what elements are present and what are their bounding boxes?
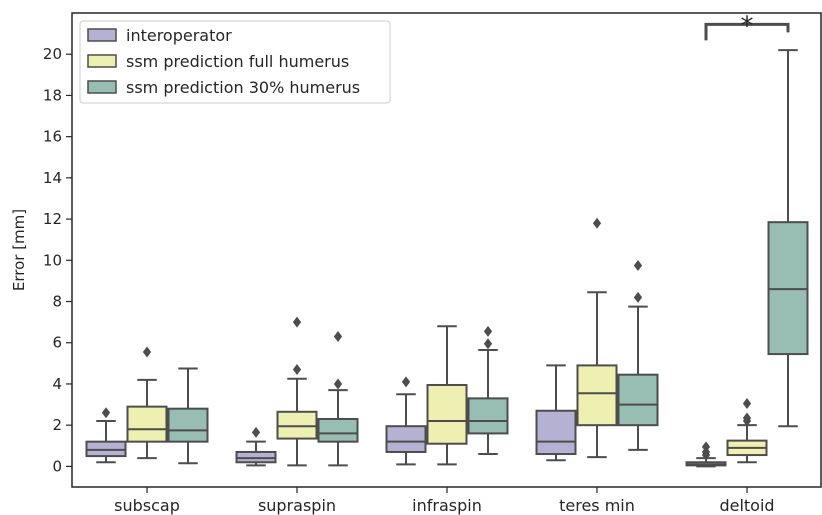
outlier-point bbox=[633, 259, 643, 271]
outlier-point bbox=[483, 325, 493, 337]
outlier-point bbox=[292, 364, 302, 376]
outlier-point bbox=[633, 291, 643, 303]
box-ssm-prediction-full-humerus-supraspin bbox=[276, 316, 318, 467]
x-tick-label: teres min bbox=[559, 496, 635, 515]
y-tick-label: 20 bbox=[43, 45, 62, 63]
box-ssm-prediction-full-humerus-deltoid bbox=[726, 398, 768, 464]
box-iqr bbox=[126, 405, 168, 443]
box-iqr bbox=[467, 397, 509, 435]
box-interoperator-teres-min bbox=[535, 364, 577, 462]
y-tick-label: 18 bbox=[43, 86, 62, 104]
boxes bbox=[85, 49, 809, 468]
box-ssm-prediction-30-humerus-infraspin bbox=[467, 325, 509, 456]
legend-swatch-ssm-full bbox=[87, 54, 117, 68]
box-interoperator-deltoid bbox=[685, 441, 727, 468]
box-iqr bbox=[426, 383, 468, 445]
outlier-point bbox=[251, 426, 261, 438]
box-interoperator-supraspin bbox=[235, 426, 277, 467]
box-ssm-prediction-full-humerus-subscap bbox=[126, 346, 168, 460]
outlier-point bbox=[101, 407, 111, 419]
y-tick-label: 10 bbox=[43, 251, 62, 269]
box-iqr bbox=[276, 410, 318, 440]
box-iqr bbox=[617, 373, 659, 427]
legend-label-ssm-full: ssm prediction full humerus bbox=[126, 52, 349, 71]
x-tick-label: supraspin bbox=[258, 496, 336, 515]
x-axis: subscap supraspin infraspin teres min deltoi… bbox=[114, 487, 775, 515]
legend: interoperator ssm prediction full humeru… bbox=[79, 20, 391, 104]
box-ssm-prediction-30-humerus-deltoid bbox=[767, 49, 809, 428]
box-iqr bbox=[235, 450, 277, 464]
box-iqr bbox=[385, 425, 427, 453]
box-ssm-prediction-30-humerus-teres-min bbox=[617, 259, 659, 451]
y-tick-label: 2 bbox=[52, 416, 62, 434]
outlier-point bbox=[701, 441, 711, 453]
outlier-point bbox=[401, 376, 411, 388]
annotations: * bbox=[704, 11, 790, 41]
outlier-point bbox=[292, 316, 302, 328]
outlier-point bbox=[592, 217, 602, 229]
box-ssm-prediction-full-humerus-teres-min bbox=[576, 217, 618, 459]
x-tick-label: infraspin bbox=[412, 496, 482, 515]
box-interoperator-infraspin bbox=[385, 376, 427, 466]
x-tick-label: subscap bbox=[114, 496, 180, 515]
box-iqr bbox=[85, 440, 127, 458]
box-iqr bbox=[535, 409, 577, 456]
box-iqr bbox=[576, 364, 618, 427]
legend-swatch-interoperator bbox=[87, 28, 117, 42]
outlier-point bbox=[742, 412, 752, 424]
box-iqr bbox=[767, 221, 809, 356]
outlier-point bbox=[742, 398, 752, 410]
legend-frame bbox=[79, 20, 391, 104]
outlier-point bbox=[142, 346, 152, 358]
y-tick-label: 12 bbox=[43, 210, 62, 228]
y-tick-label: 14 bbox=[43, 169, 62, 187]
outlier-point bbox=[483, 338, 493, 350]
x-tick-label: deltoid bbox=[719, 496, 774, 515]
y-axis: 0 2 4 6 8 10 12 14 16 18 20 bbox=[43, 45, 72, 475]
box-iqr bbox=[167, 407, 209, 443]
legend-label-ssm-30: ssm prediction 30% humerus bbox=[126, 78, 360, 97]
y-axis-title: Error [mm] bbox=[10, 209, 28, 291]
box-ssm-prediction-full-humerus-infraspin bbox=[426, 325, 468, 466]
box-ssm-prediction-30-humerus-subscap bbox=[167, 367, 209, 465]
legend-label-interoperator: interoperator bbox=[126, 26, 232, 45]
outlier-point bbox=[333, 378, 343, 390]
y-tick-label: 16 bbox=[43, 128, 62, 146]
y-tick-label: 6 bbox=[52, 334, 62, 352]
significance-bracket bbox=[704, 22, 790, 41]
y-tick-label: 4 bbox=[52, 375, 62, 393]
significance-star: * bbox=[741, 11, 754, 41]
y-tick-label: 0 bbox=[52, 457, 62, 475]
box-interoperator-subscap bbox=[85, 407, 127, 464]
box-iqr bbox=[317, 417, 359, 443]
y-tick-label: 8 bbox=[52, 293, 62, 311]
box-ssm-prediction-30-humerus-supraspin bbox=[317, 331, 359, 467]
outlier-point bbox=[333, 331, 343, 343]
legend-swatch-ssm-30 bbox=[87, 80, 117, 94]
